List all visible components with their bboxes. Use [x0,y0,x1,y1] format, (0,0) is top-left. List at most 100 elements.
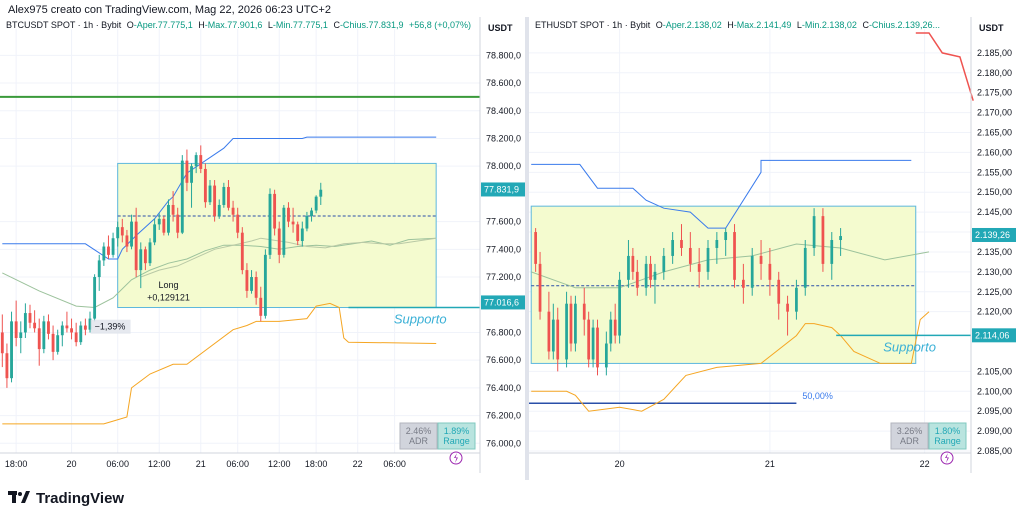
eth-candle[interactable] [688,247,692,264]
btc-candle[interactable] [93,277,97,319]
btc-candle[interactable] [47,321,50,334]
btc-candle[interactable] [111,238,115,255]
btc-candle[interactable] [157,218,161,225]
btc-candle[interactable] [254,277,258,298]
btc-range-badge[interactable] [437,422,476,450]
btc-candle[interactable] [190,166,193,183]
eth-candle[interactable] [604,343,608,368]
eth-candle[interactable] [565,303,568,360]
btc-candle[interactable] [296,224,300,241]
btc-candle[interactable] [65,325,69,329]
btc-candle[interactable] [19,332,23,338]
btc-candle[interactable] [51,333,55,352]
btc-candle[interactable] [143,249,147,264]
btc-candle[interactable] [0,332,4,354]
eth-candle[interactable] [534,232,538,264]
eth-candle[interactable] [551,319,555,352]
btc-candle[interactable] [291,221,295,225]
btc-candle[interactable] [107,246,110,255]
btc-candle[interactable] [120,227,124,236]
btc-candle[interactable] [300,228,304,241]
btc-candle[interactable] [60,325,64,336]
btc-candle[interactable] [180,160,184,233]
btc-candle[interactable] [287,207,290,222]
eth-candle[interactable] [582,303,586,320]
eth-candle[interactable] [839,236,842,241]
btc-candle[interactable] [148,242,152,264]
btc-candle[interactable] [259,297,263,316]
eth-candle[interactable] [795,287,798,312]
btc-candle[interactable] [305,216,309,229]
eth-candle[interactable] [649,263,652,280]
btc-candle[interactable] [268,193,272,255]
eth-candle[interactable] [613,319,617,336]
btc-candle[interactable] [42,321,46,350]
eth-candle[interactable] [759,255,763,264]
btc-candle[interactable] [56,335,60,352]
eth-candle[interactable] [569,303,573,344]
btc-candle[interactable] [37,328,41,350]
btc-candle[interactable] [250,277,253,291]
btc-candle[interactable] [231,207,235,215]
btc-candle[interactable] [134,221,138,271]
btc-candle[interactable] [167,204,170,233]
eth-candle[interactable] [803,247,807,288]
eth-candle[interactable] [768,263,772,280]
btc-candle[interactable] [263,254,267,316]
btc-adr-badge[interactable] [399,422,438,450]
btc-candle[interactable] [116,227,120,239]
eth-candle[interactable] [812,216,816,248]
eth-candle[interactable] [631,255,635,272]
btc-candle[interactable] [277,228,281,255]
btc-candle[interactable] [319,189,323,197]
eth-candle[interactable] [547,311,551,352]
btc-candle[interactable] [70,328,73,333]
eth-candle[interactable] [653,271,657,280]
btc-candle[interactable] [74,332,78,343]
eth-candle[interactable] [821,216,825,264]
eth-candle[interactable] [777,279,781,304]
eth-candle[interactable] [635,271,639,288]
eth-candle[interactable] [671,240,675,256]
btc-candle[interactable] [79,325,83,343]
eth-chart-svg[interactable]: 50,00% Supporto USDT 2.185,00 2.180,00 2.175,… [529,17,1024,480]
btc-candle[interactable] [245,270,249,291]
btc-candle[interactable] [176,214,180,233]
btc-candle[interactable] [199,155,203,169]
eth-candle[interactable] [830,240,834,264]
btc-candle[interactable] [185,160,189,183]
eth-candle[interactable] [741,279,745,288]
btc-candle[interactable] [208,185,212,203]
eth-candle[interactable] [697,263,701,272]
eth-candle[interactable] [556,319,560,360]
btc-candle[interactable] [222,186,226,205]
btc-candle[interactable] [23,313,27,333]
eth-candle[interactable] [644,263,648,288]
btc-candle[interactable] [273,193,277,229]
btc-candle[interactable] [153,224,157,243]
btc-candle[interactable] [213,185,217,217]
eth-candle[interactable] [596,327,599,368]
eth-candle[interactable] [591,327,595,360]
btc-candle[interactable] [227,186,230,208]
btc-candle[interactable] [139,249,143,271]
eth-candle[interactable] [750,255,754,288]
btc-candle[interactable] [102,246,106,261]
btc-candle[interactable] [162,218,166,233]
eth-candle[interactable] [662,255,666,272]
eth-candle[interactable] [574,303,577,344]
btc-candle[interactable] [314,196,318,211]
btc-chart-panel[interactable]: Supporto Long +0,129121 −1,39% USDT 78.800,0 7… [0,17,525,480]
eth-range-box[interactable] [530,205,917,364]
eth-candle[interactable] [609,319,613,344]
btc-range-box[interactable] [117,162,437,309]
btc-candle[interactable] [236,214,240,233]
eth-candle[interactable] [538,263,542,312]
btc-candle[interactable] [5,353,9,379]
eth-candle[interactable] [786,303,789,312]
btc-candle[interactable] [310,210,313,217]
btc-candle[interactable] [217,204,221,217]
btc-candle[interactable] [83,325,87,330]
eth-candle[interactable] [680,240,683,248]
eth-candle[interactable] [587,319,591,360]
